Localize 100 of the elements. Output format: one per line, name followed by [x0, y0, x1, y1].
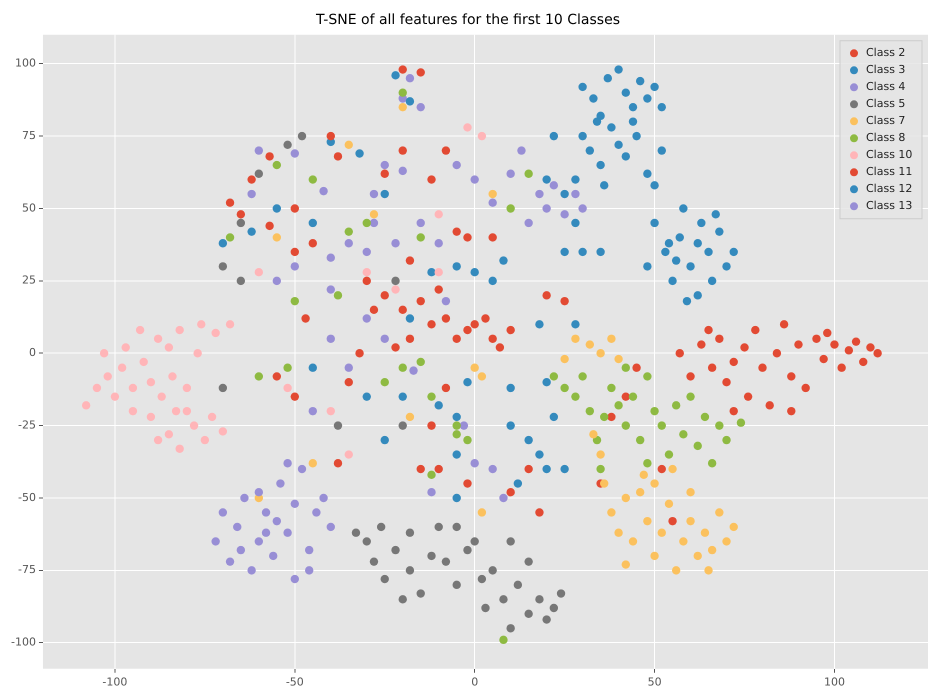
y-tick-label: 50: [22, 201, 36, 214]
point: [715, 508, 724, 517]
point: [254, 170, 264, 178]
point: [442, 384, 450, 392]
point: [452, 334, 461, 343]
point: [118, 364, 126, 372]
y-tick-label: 100: [14, 56, 36, 70]
point: [391, 71, 400, 80]
point: [622, 152, 630, 161]
point: [326, 285, 335, 294]
point: [672, 256, 680, 265]
y-tick-label: 0: [28, 346, 36, 360]
y-tick-label: -100: [10, 636, 36, 649]
point: [427, 175, 436, 184]
point: [607, 123, 616, 132]
point: [344, 140, 353, 150]
point: [560, 384, 569, 392]
point: [427, 320, 436, 328]
point: [470, 268, 479, 276]
point: [326, 406, 335, 416]
point: [391, 343, 400, 352]
point: [442, 314, 450, 323]
point: [308, 175, 317, 184]
point: [524, 170, 533, 178]
point: [478, 372, 486, 381]
point: [524, 436, 533, 444]
point: [506, 384, 515, 392]
point: [542, 291, 551, 300]
point: [722, 436, 731, 444]
point: [535, 190, 544, 198]
point: [751, 326, 760, 334]
point: [658, 421, 666, 430]
point: [362, 276, 371, 286]
point: [852, 337, 860, 346]
point: [128, 406, 138, 416]
point: [362, 314, 371, 323]
y-tick-label: -25: [18, 418, 36, 432]
point: [801, 384, 810, 392]
point: [190, 421, 198, 430]
point: [283, 140, 292, 150]
point: [586, 406, 594, 416]
point: [722, 378, 731, 386]
point: [542, 378, 551, 386]
point: [398, 88, 407, 97]
point: [182, 406, 192, 416]
point: [362, 537, 371, 546]
point: [679, 537, 688, 546]
point: [157, 392, 166, 401]
point: [272, 516, 282, 526]
point: [535, 450, 544, 459]
point: [398, 595, 407, 604]
point: [524, 610, 533, 618]
point: [391, 239, 400, 248]
point: [452, 430, 461, 439]
point: [218, 239, 228, 248]
point: [452, 494, 461, 502]
legend-label: Class 12: [866, 182, 912, 196]
point: [247, 566, 256, 575]
point: [344, 364, 353, 372]
point: [694, 442, 702, 450]
point: [452, 421, 461, 430]
point: [164, 343, 174, 352]
point: [708, 546, 716, 554]
point: [506, 537, 515, 546]
point: [704, 326, 713, 334]
point: [110, 392, 120, 401]
point: [481, 604, 490, 612]
point: [427, 421, 436, 430]
point: [427, 392, 436, 401]
point: [488, 190, 497, 198]
point: [704, 248, 713, 256]
point: [226, 557, 234, 566]
point: [290, 392, 300, 401]
point: [686, 262, 695, 271]
point: [664, 450, 674, 459]
point: [560, 210, 569, 218]
point: [344, 450, 353, 459]
point: [600, 412, 608, 422]
point: [772, 349, 782, 358]
legend-label: Class 2: [866, 46, 906, 60]
point: [463, 479, 472, 488]
point: [236, 210, 246, 218]
point: [622, 364, 630, 372]
point: [254, 537, 264, 546]
point: [416, 296, 425, 306]
point: [398, 306, 407, 314]
point: [290, 296, 300, 306]
point: [391, 546, 400, 554]
point: [535, 320, 544, 328]
point: [578, 372, 587, 381]
point: [283, 528, 292, 537]
point: [686, 392, 695, 401]
legend-label: Class 7: [866, 114, 906, 128]
point: [672, 566, 680, 575]
point: [319, 186, 328, 196]
point: [730, 248, 738, 256]
point: [416, 589, 425, 598]
point: [193, 349, 202, 358]
point: [668, 464, 677, 474]
point: [700, 412, 710, 422]
